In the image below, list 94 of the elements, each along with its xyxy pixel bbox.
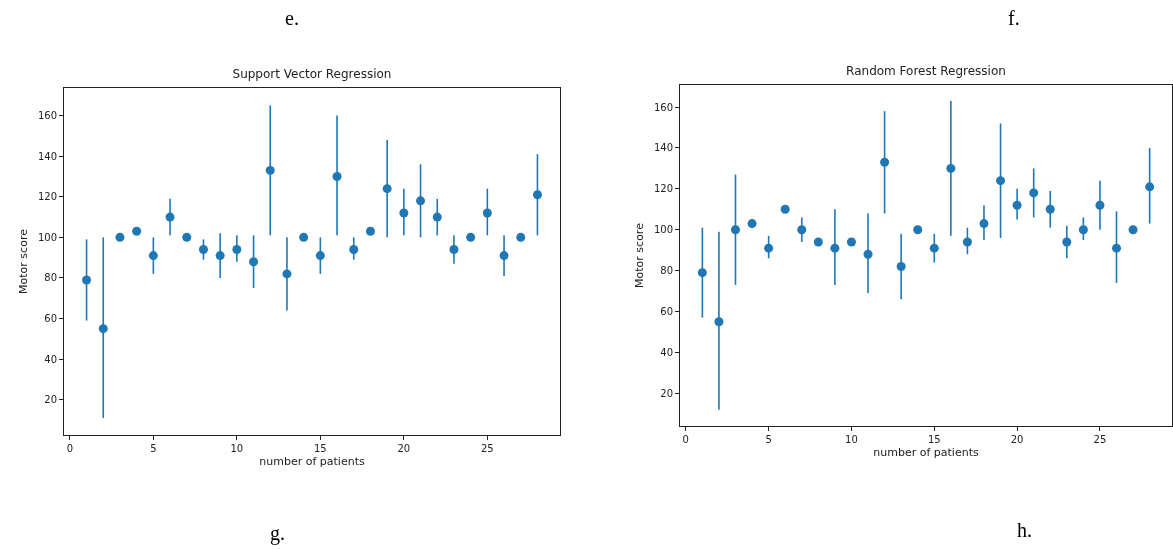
point	[299, 232, 309, 242]
point	[365, 226, 375, 236]
y-tick-label: 160	[653, 101, 673, 113]
x-tick-label: 5	[150, 443, 157, 454]
point	[1029, 188, 1039, 198]
point	[1078, 225, 1088, 235]
x-tick-label: 25	[480, 443, 494, 454]
y-tick-label: 160	[37, 110, 57, 122]
point	[1112, 243, 1122, 253]
point	[482, 208, 492, 218]
point	[282, 269, 292, 279]
x-tick-label: 20	[397, 443, 411, 454]
point	[996, 176, 1006, 186]
point	[979, 219, 989, 229]
point	[332, 171, 342, 181]
y-tick-label: 40	[660, 346, 673, 358]
y-tick-label: 80	[44, 272, 57, 284]
point	[198, 245, 208, 255]
point	[863, 249, 873, 259]
point	[896, 262, 906, 272]
y-tick-label: 100	[653, 224, 673, 236]
point	[82, 275, 92, 285]
point	[532, 190, 542, 200]
point	[1128, 225, 1138, 235]
point	[215, 251, 225, 261]
point	[249, 257, 259, 267]
y-tick-label: 20	[660, 387, 673, 399]
x-tick-label: 10	[230, 443, 244, 454]
point	[946, 163, 956, 173]
chart-title: Support Vector Regression	[232, 67, 392, 82]
x-tick-label: 0	[682, 434, 689, 445]
x-tick-label: 5	[765, 434, 772, 445]
x-tick-label: 15	[313, 443, 327, 454]
point	[449, 245, 459, 255]
point	[880, 157, 890, 167]
y-tick-label: 20	[44, 394, 57, 406]
point	[780, 204, 790, 214]
point	[830, 243, 840, 253]
point	[466, 232, 476, 242]
point	[165, 212, 175, 222]
point	[516, 232, 526, 242]
point	[962, 237, 972, 247]
y-tick-label: 140	[653, 142, 673, 154]
y-tick-label: 40	[44, 353, 57, 365]
y-tick-label: 100	[37, 231, 57, 243]
point	[747, 219, 757, 229]
point	[1012, 200, 1022, 210]
point	[1045, 204, 1055, 214]
y-tick-label: 60	[44, 313, 57, 325]
y-tick-label: 60	[660, 306, 673, 318]
chart-title: Random Forest Regression	[846, 64, 1006, 79]
x-tick-label: 20	[1010, 434, 1024, 445]
point	[148, 251, 158, 261]
y-tick-label: 140	[37, 150, 57, 162]
point	[115, 232, 125, 242]
y-tick-label: 120	[37, 191, 57, 203]
point	[182, 232, 192, 242]
text: g.	[270, 522, 285, 545]
x-tick-label: 15	[927, 434, 941, 445]
text: f.	[1008, 7, 1020, 29]
y-axis-title: Motor score	[16, 228, 30, 294]
point	[349, 245, 359, 255]
x-axis-title: number of patients	[259, 455, 365, 469]
x-tick-label: 0	[66, 443, 74, 454]
point	[265, 165, 275, 175]
point	[232, 245, 242, 255]
point	[1145, 182, 1155, 192]
x-tick-label: 25	[1093, 434, 1107, 445]
point	[929, 243, 939, 253]
point	[1095, 200, 1105, 210]
point	[416, 196, 426, 206]
y-tick-label: 80	[660, 265, 673, 277]
y-axis-title: Motor score	[632, 222, 646, 288]
point	[499, 251, 509, 261]
point	[813, 237, 823, 247]
point	[315, 251, 325, 261]
x-axis-title: number of patients	[873, 446, 979, 460]
text: h.	[1017, 519, 1032, 541]
point	[846, 237, 856, 247]
point	[913, 225, 923, 235]
point	[132, 226, 142, 236]
point	[399, 208, 409, 218]
point	[98, 324, 108, 334]
point	[432, 212, 442, 222]
point	[697, 268, 707, 278]
point	[714, 317, 724, 327]
x-tick-label: 10	[845, 434, 858, 445]
y-tick-label: 120	[653, 183, 673, 195]
point	[797, 225, 807, 235]
point	[1062, 237, 1072, 247]
text: e.	[285, 7, 299, 29]
point	[764, 243, 774, 253]
point	[730, 225, 740, 235]
point	[382, 184, 392, 194]
